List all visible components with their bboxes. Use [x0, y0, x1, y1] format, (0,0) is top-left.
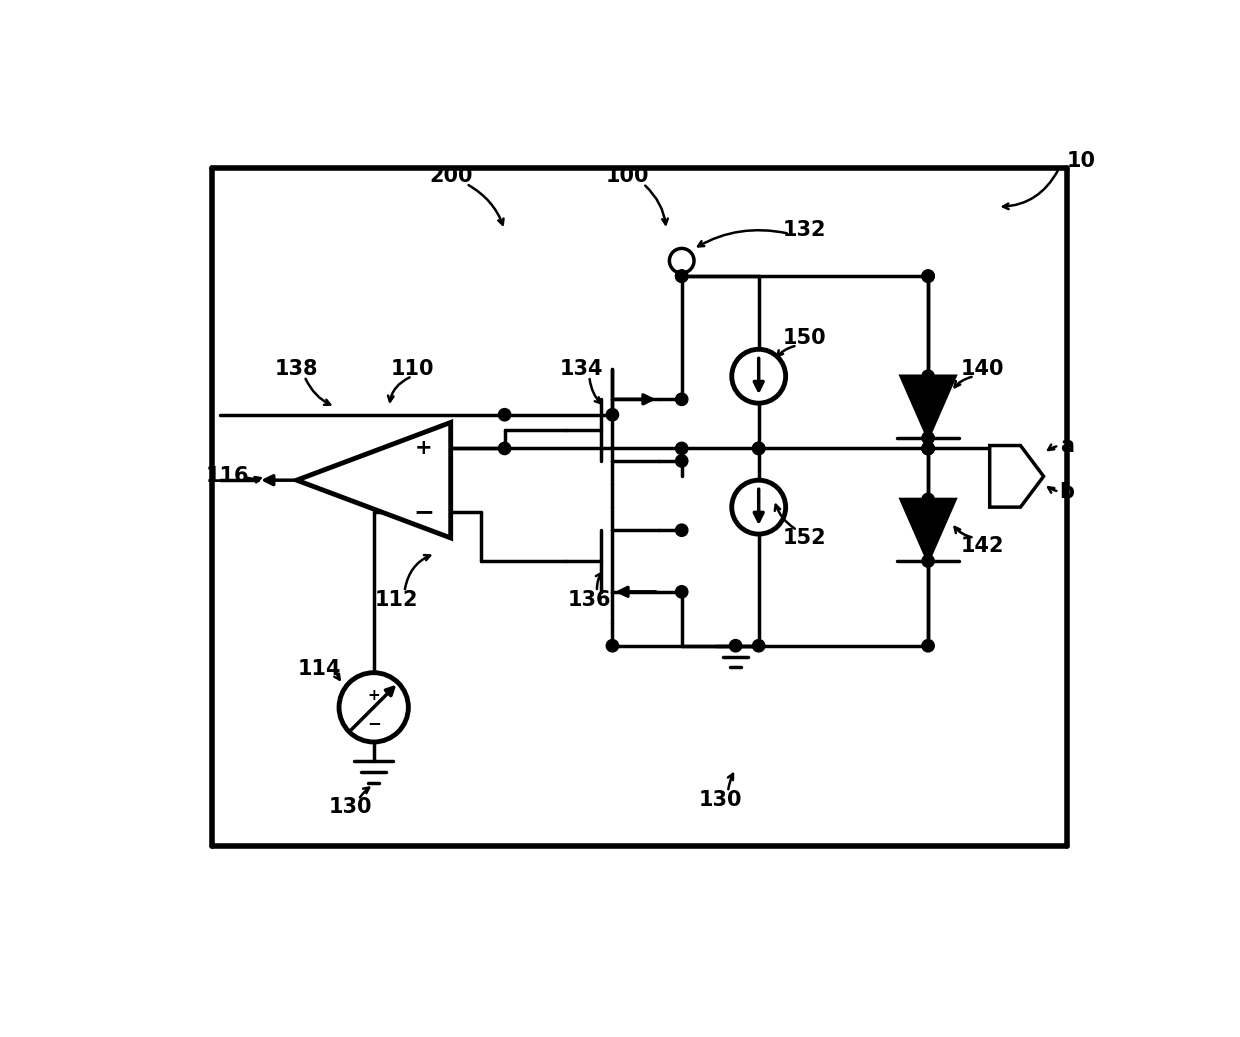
Text: 150: 150 — [784, 328, 827, 347]
Text: −: − — [413, 500, 434, 524]
Circle shape — [676, 455, 688, 467]
Circle shape — [676, 270, 688, 282]
Circle shape — [753, 640, 765, 652]
Circle shape — [921, 494, 934, 506]
Circle shape — [753, 442, 765, 454]
Text: 132: 132 — [784, 220, 827, 240]
Text: 134: 134 — [559, 359, 604, 379]
Text: +: + — [415, 439, 433, 458]
Polygon shape — [901, 500, 955, 561]
Circle shape — [676, 524, 688, 536]
Polygon shape — [296, 422, 450, 538]
Text: 10: 10 — [1066, 150, 1096, 171]
Circle shape — [676, 442, 688, 454]
Circle shape — [606, 640, 619, 652]
Text: −: − — [367, 713, 381, 732]
Text: 152: 152 — [784, 528, 827, 548]
Text: +: + — [367, 689, 381, 703]
Circle shape — [921, 442, 934, 454]
Text: 100: 100 — [606, 166, 650, 186]
Text: 142: 142 — [960, 536, 1003, 556]
Circle shape — [498, 409, 511, 421]
Text: 130: 130 — [329, 797, 372, 817]
Text: 136: 136 — [568, 589, 611, 610]
Circle shape — [676, 393, 688, 405]
Circle shape — [921, 270, 934, 282]
Text: 140: 140 — [960, 359, 1003, 379]
Circle shape — [921, 442, 934, 454]
Text: 112: 112 — [374, 589, 419, 610]
Circle shape — [606, 409, 619, 421]
Circle shape — [921, 431, 934, 444]
Circle shape — [921, 640, 934, 652]
Circle shape — [676, 586, 688, 598]
Circle shape — [921, 555, 934, 567]
Text: 114: 114 — [298, 658, 341, 679]
Polygon shape — [990, 446, 1044, 507]
Text: 200: 200 — [429, 166, 472, 186]
Polygon shape — [901, 376, 955, 438]
Circle shape — [676, 270, 688, 282]
Circle shape — [729, 640, 742, 652]
Text: b: b — [1059, 482, 1074, 502]
Circle shape — [753, 442, 765, 454]
Text: a: a — [1060, 436, 1074, 455]
Text: 138: 138 — [275, 359, 319, 379]
Text: 130: 130 — [698, 790, 742, 810]
Circle shape — [921, 442, 934, 454]
Text: 116: 116 — [206, 467, 249, 486]
Circle shape — [921, 270, 934, 282]
Circle shape — [498, 442, 511, 454]
Text: 110: 110 — [391, 359, 434, 379]
Circle shape — [921, 370, 934, 383]
